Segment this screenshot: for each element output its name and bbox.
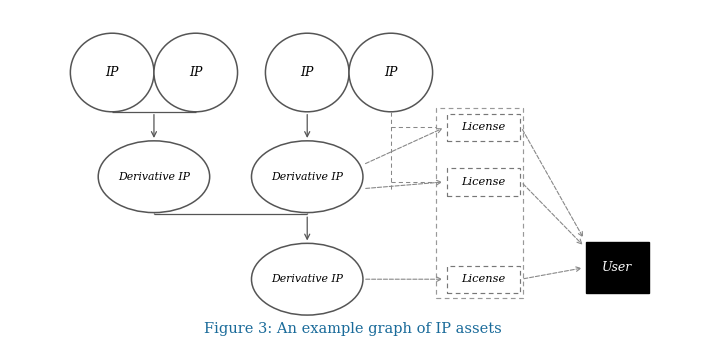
Ellipse shape <box>70 33 154 112</box>
Ellipse shape <box>154 33 238 112</box>
Ellipse shape <box>349 33 433 112</box>
Text: License: License <box>461 274 505 284</box>
Text: Derivative IP: Derivative IP <box>271 274 343 284</box>
Text: IP: IP <box>106 66 119 79</box>
Text: Figure 3: An example graph of IP assets: Figure 3: An example graph of IP assets <box>204 322 501 336</box>
Text: License: License <box>461 177 505 187</box>
Text: IP: IP <box>189 66 202 79</box>
Text: User: User <box>602 261 632 274</box>
Text: IP: IP <box>300 66 314 79</box>
Ellipse shape <box>252 141 363 212</box>
Text: IP: IP <box>384 66 398 79</box>
Text: License: License <box>461 122 505 132</box>
Text: Derivative IP: Derivative IP <box>271 172 343 182</box>
Ellipse shape <box>265 33 349 112</box>
Ellipse shape <box>252 243 363 315</box>
FancyBboxPatch shape <box>586 242 649 293</box>
Ellipse shape <box>98 141 209 212</box>
Text: Derivative IP: Derivative IP <box>118 172 190 182</box>
